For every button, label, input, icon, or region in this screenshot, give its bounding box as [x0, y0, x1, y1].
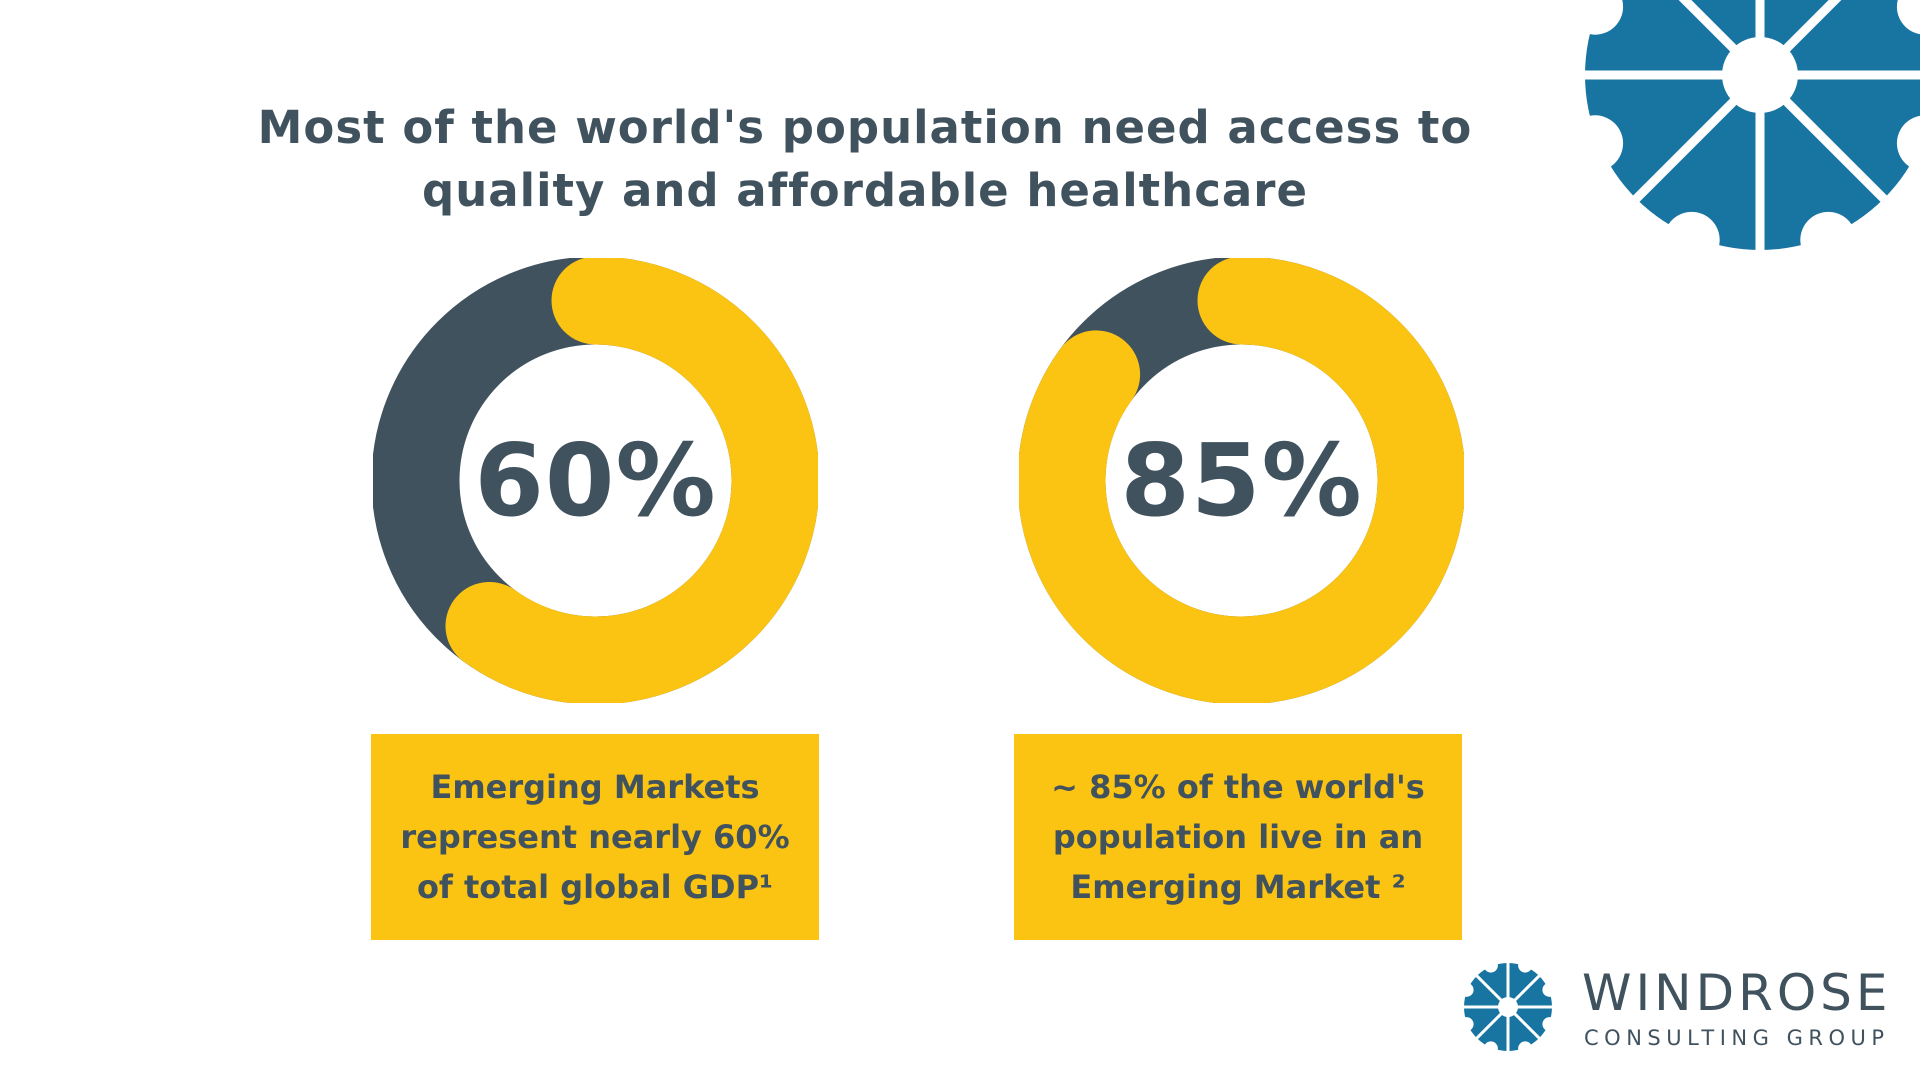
caption-line: population live in an — [1052, 818, 1424, 856]
caption-line: of total global GDP¹ — [416, 868, 774, 906]
caption-line: Emerging Markets — [430, 768, 760, 806]
windrose-corner-icon — [1585, 0, 1920, 265]
caption-card-gdp: Emerging Markets represent nearly 60% of… — [371, 734, 819, 940]
title-line-1: Most of the world's population need acce… — [257, 101, 1473, 154]
windrose-compass-icon — [1462, 961, 1554, 1053]
donut-chart-population: 85% — [1019, 258, 1464, 703]
title-line-2: quality and affordable healthcare — [422, 164, 1308, 217]
caption-line: ~ 85% of the world's — [1051, 768, 1425, 806]
donut-value-label: 60% — [474, 422, 717, 539]
caption-line: represent nearly 60% — [400, 818, 790, 856]
brand-logo: WINDROSE CONSULTING GROUP — [1462, 957, 1902, 1057]
donut-slice-value — [373, 258, 818, 703]
donut-value-label: 85% — [1120, 422, 1363, 539]
page-title: Most of the world's population need acce… — [170, 96, 1560, 222]
donut-slice-value — [1019, 258, 1464, 703]
caption-card-population: ~ 85% of the world's population live in … — [1014, 734, 1462, 940]
caption-line: Emerging Market ² — [1070, 868, 1406, 906]
donut-chart-gdp: 60% — [373, 258, 818, 703]
brand-subtitle: CONSULTING GROUP — [1584, 1026, 1890, 1050]
brand-name: WINDROSE — [1582, 964, 1892, 1022]
